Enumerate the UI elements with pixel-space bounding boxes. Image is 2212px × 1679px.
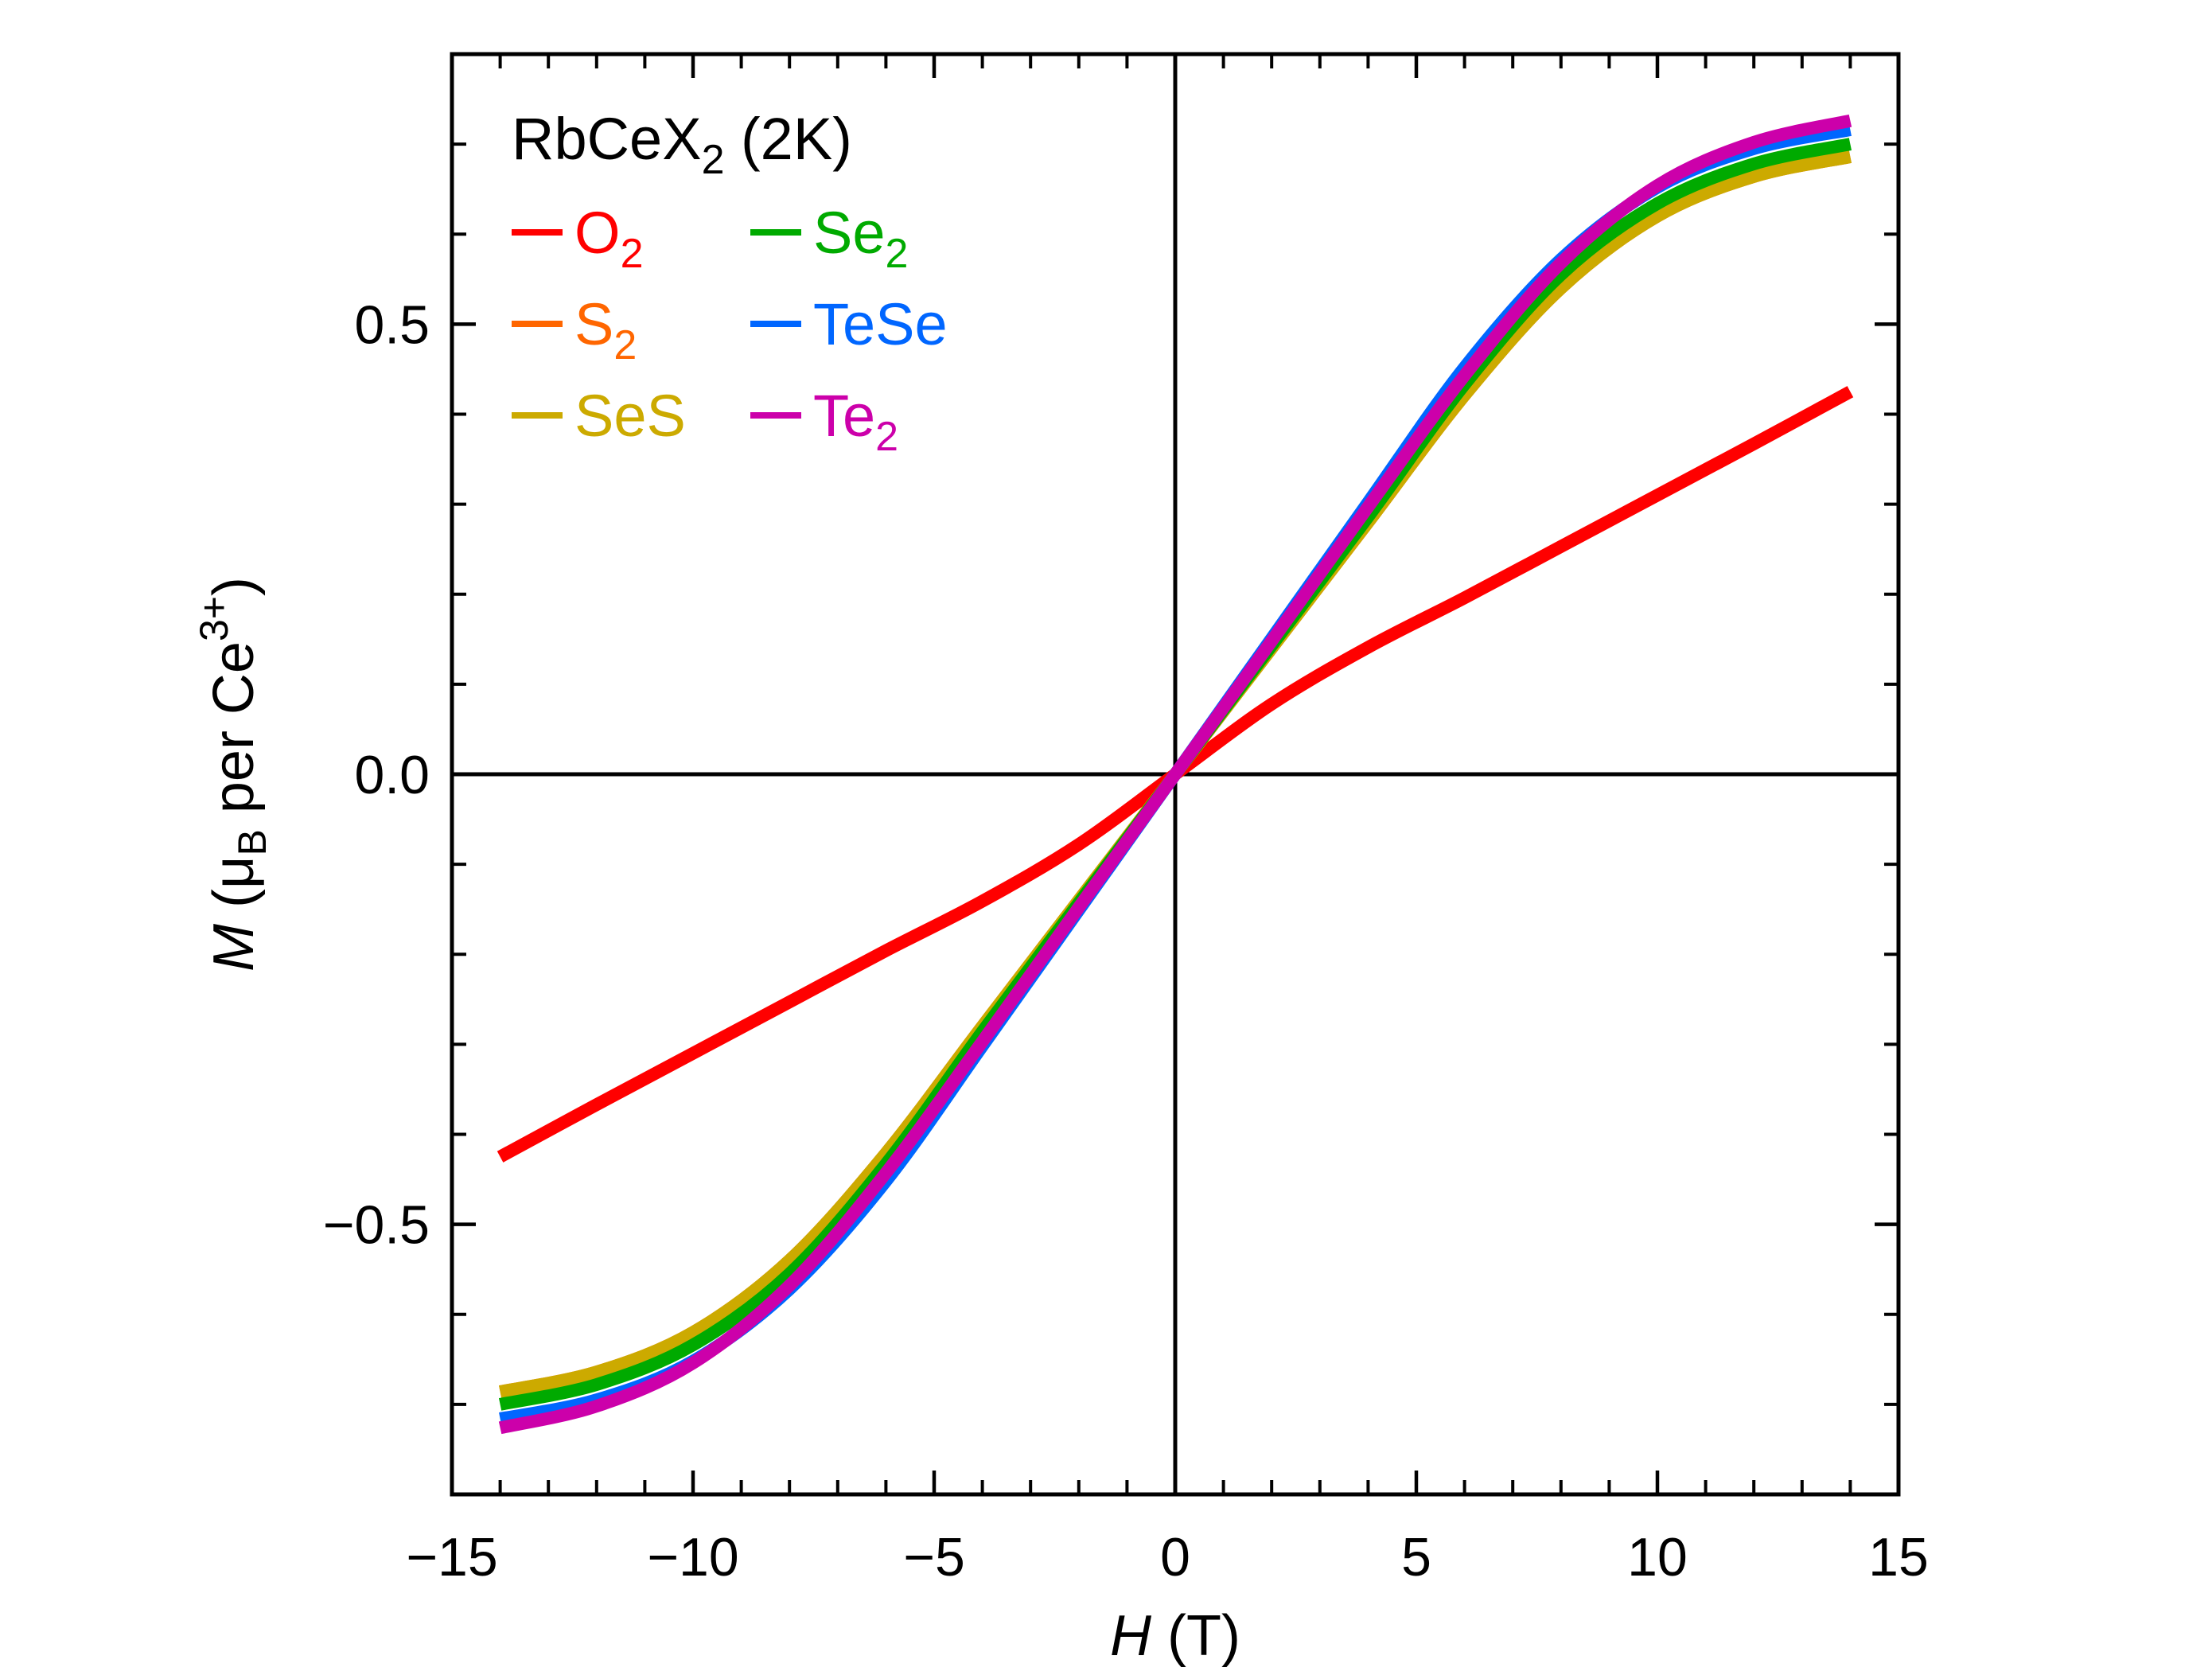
- legend: RbCeX2 (2K) O2 S2 SeS Se2 TeSe Te2: [512, 106, 948, 460]
- x-tick-label: 0: [1160, 1527, 1190, 1587]
- labels-layer: −15 −10 −5 0 5 10 15 −0.5 0.0 0.5 H (T) M (μB per C…: [192, 294, 1929, 1668]
- y-tick-label: 0.0: [354, 745, 430, 805]
- x-axis-label: H (T): [1110, 1604, 1240, 1668]
- legend-label-Te2: Te2: [813, 383, 898, 460]
- x-tick-label: 15: [1868, 1527, 1929, 1587]
- x-tick-label: −10: [647, 1527, 738, 1587]
- legend-title: RbCeX2 (2K): [512, 106, 852, 183]
- y-tick-label: 0.5: [354, 294, 430, 355]
- x-tick-label: −15: [406, 1527, 497, 1587]
- legend-label-TeSe: TeSe: [813, 291, 948, 357]
- x-tick-label: −5: [903, 1527, 965, 1587]
- legend-label-O2: O2: [574, 200, 643, 277]
- x-tick-label: 10: [1627, 1527, 1688, 1587]
- series-line-Te2: [498, 114, 1852, 1435]
- series-layer: [497, 114, 1854, 1435]
- legend-label-SeS: SeS: [574, 383, 686, 449]
- ticks-layer: [450, 53, 1901, 1496]
- legend-label-S2: S2: [574, 291, 637, 368]
- x-tick-label: 5: [1401, 1527, 1431, 1587]
- plot-frame: [450, 52, 1901, 1497]
- legend-label-Se2: Se2: [813, 200, 908, 277]
- y-tick-label: −0.5: [323, 1195, 430, 1256]
- y-axis-label: M (μB per Ce3+): [192, 577, 275, 972]
